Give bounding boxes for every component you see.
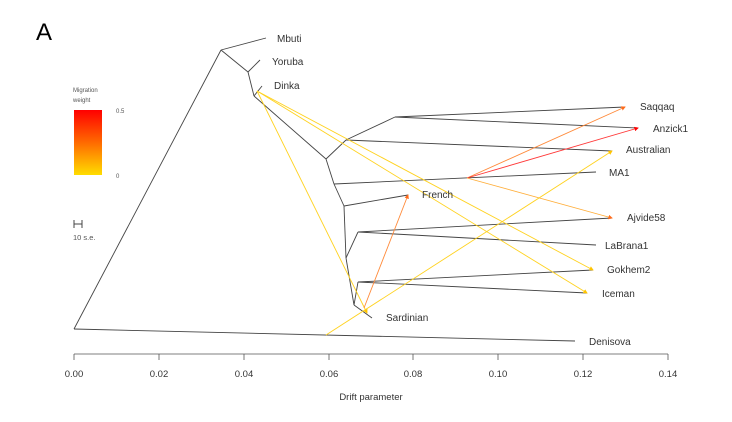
tip-label-anzick1: Anzick1	[653, 124, 688, 135]
migration-edges	[256, 90, 639, 336]
branch-yoruba	[247, 59, 261, 73]
legend-max-label: 0.5	[116, 109, 125, 115]
tick-label: 0.00	[65, 369, 84, 380]
x-axis-title: Drift parameter	[339, 392, 402, 403]
migration-ma1-saqqaq	[466, 106, 626, 179]
branch-europe-stem	[343, 205, 347, 259]
tick-label: 0.06	[320, 369, 339, 380]
tick-label: 0.08	[404, 369, 423, 380]
tip-label-sardinian: Sardinian	[386, 313, 428, 324]
tip-label-iceman: Iceman	[602, 289, 635, 300]
migration-dinka-iceman	[256, 90, 588, 294]
branch-east-node	[325, 139, 347, 160]
branch-hunter-gatherer-node	[345, 231, 359, 259]
branch-anzick1	[394, 116, 639, 129]
migration-weight-legend: Migration weight 0.5 0	[72, 88, 125, 180]
branch-yoruba-node	[247, 71, 255, 97]
branch-farmer-stem	[345, 257, 355, 306]
tip-label-australian: Australian	[626, 145, 670, 156]
tip-label-gokhem2: Gokhem2	[607, 265, 651, 276]
tip-label-saqqaq: Saqqaq	[640, 102, 674, 113]
branch-native-node	[345, 116, 396, 141]
branch-europe-node	[333, 183, 345, 207]
tip-label-ma1: MA1	[609, 168, 630, 179]
legend-min-label: 0	[116, 174, 120, 180]
migration-denisova-australian	[325, 150, 613, 336]
migration-ma1-anzick1	[466, 126, 639, 179]
panel-label: A	[36, 19, 52, 46]
tick-label: 0.12	[574, 369, 593, 380]
legend-title-line1: Migration	[73, 88, 98, 94]
scale-bar-label: 10 s.e.	[73, 233, 96, 242]
tip-label-ajvide58: Ajvide58	[627, 213, 666, 224]
branch-iceman	[357, 281, 588, 294]
branch-root-africa	[73, 49, 222, 330]
branch-australian	[345, 139, 613, 152]
legend-color-bar	[74, 110, 102, 175]
tip-label-denisova: Denisova	[589, 337, 631, 348]
tick-label: 0.04	[235, 369, 254, 380]
tip-labels: Mbuti Yoruba Dinka Saqqaq Anzick1 Austra…	[272, 34, 688, 348]
tip-label-mbuti: Mbuti	[277, 34, 301, 45]
branch-west-node	[325, 158, 335, 185]
branch-denisova	[73, 328, 576, 342]
branch-mbuti-node	[220, 49, 249, 73]
branch-french	[343, 194, 409, 207]
branch-gokhem2	[357, 269, 594, 283]
migration-dinka-sardinian	[256, 90, 368, 314]
branch-farmer-node	[353, 281, 359, 306]
migration-sardinian-french	[363, 194, 409, 309]
branch-labrana1	[357, 231, 597, 246]
branch-ma1	[333, 171, 597, 185]
tip-label-dinka: Dinka	[274, 81, 300, 92]
tip-label-labrana1: LaBrana1	[605, 241, 649, 252]
legend-title-line2: weight	[72, 98, 91, 104]
branch-dinka	[253, 85, 263, 97]
branch-saqqaq	[394, 106, 626, 118]
tree-branches	[73, 37, 639, 342]
x-axis	[73, 353, 669, 360]
branch-ajvide58	[357, 217, 613, 233]
migration-dinka-gokhem2	[256, 90, 594, 271]
tick-label: 0.02	[150, 369, 169, 380]
tick-label: 0.10	[489, 369, 508, 380]
scale-bar: 10 s.e.	[73, 220, 96, 242]
branch-ooa	[253, 95, 327, 160]
tip-label-yoruba: Yoruba	[272, 57, 304, 68]
branch-mbuti	[220, 37, 267, 51]
tick-label: 0.14	[659, 369, 678, 380]
tip-label-french: French	[422, 190, 453, 201]
x-axis-tick-labels: 0.00 0.02 0.04 0.06 0.08 0.10 0.12 0.14	[65, 369, 678, 380]
